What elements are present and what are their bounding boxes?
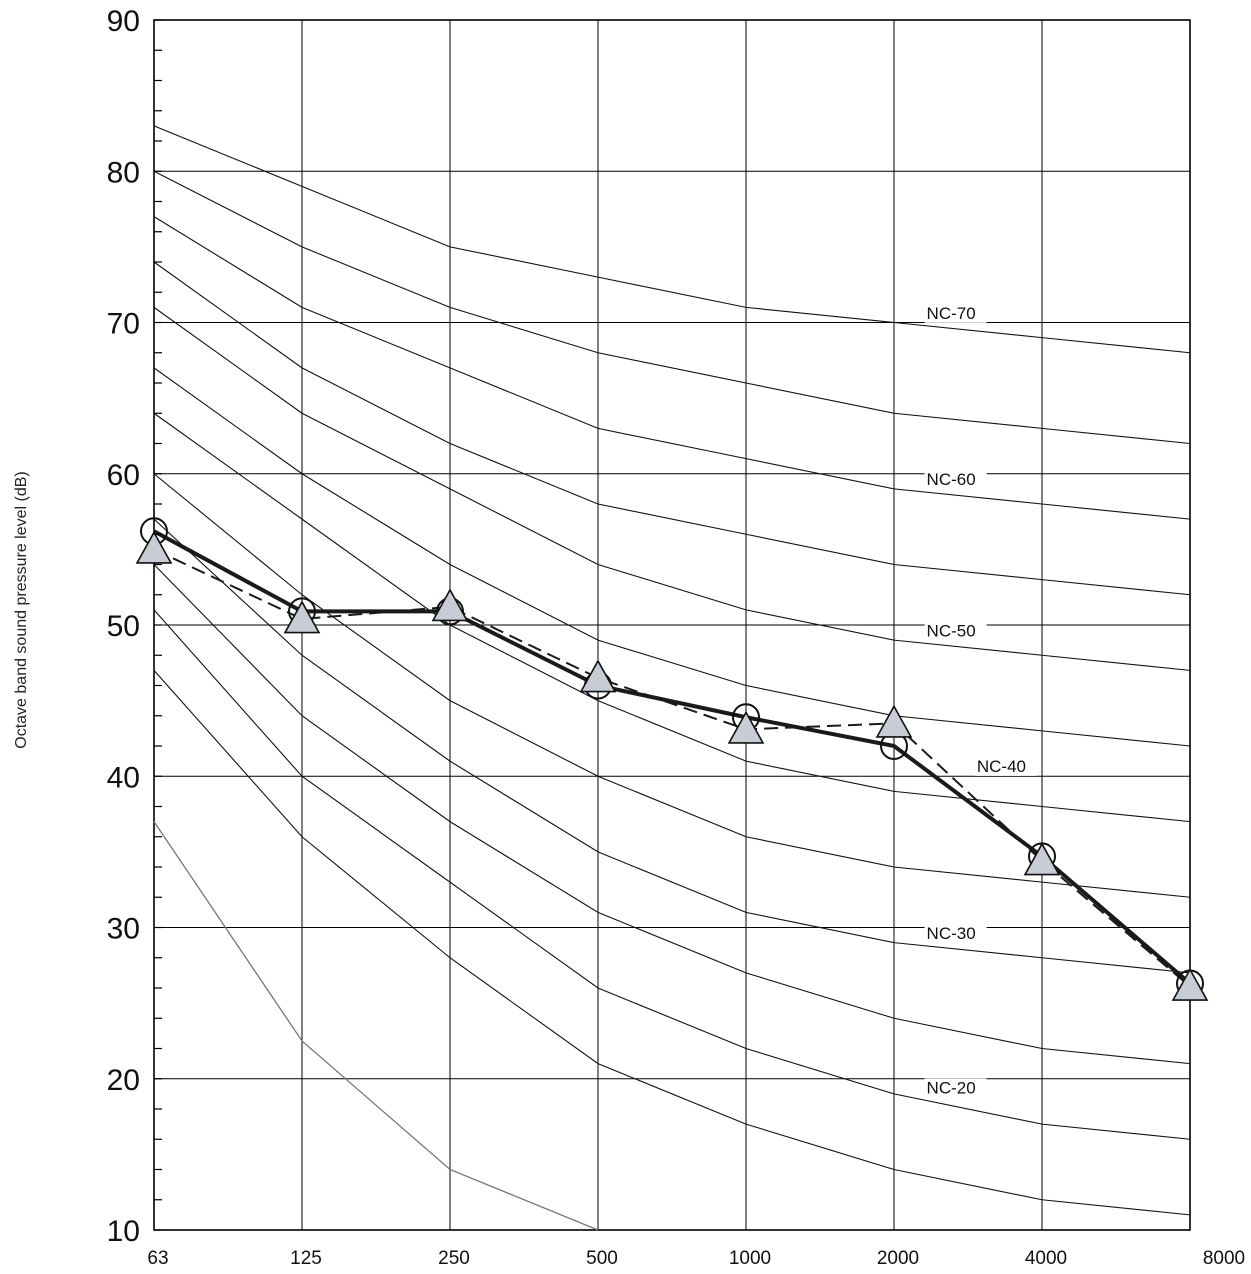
y-tick-label: 40 <box>107 761 140 794</box>
triangle-marker <box>1171 967 1209 1001</box>
nc-label-bg <box>924 1078 987 1098</box>
nc-curve <box>153 412 1191 823</box>
triangle-marker <box>875 704 913 738</box>
triangle-marker <box>283 600 321 634</box>
x-tick-label: 2000 <box>877 1248 919 1269</box>
triangle-marker <box>1023 842 1061 876</box>
nc-curve-label: NC-40 <box>977 757 1026 776</box>
nc-curve <box>153 170 1191 445</box>
y-tick-label: 60 <box>107 459 140 492</box>
nc-curve-label: NC-60 <box>927 470 976 489</box>
y-tick-label: 30 <box>107 913 140 946</box>
nc-label-bg <box>974 756 1037 776</box>
x-tick-label: 4000 <box>1025 1248 1067 1269</box>
nc-label-bg <box>924 923 987 943</box>
nc-curve-label: NC-30 <box>927 924 976 943</box>
triangle-marker <box>431 588 469 622</box>
y-tick-label: 70 <box>107 308 140 341</box>
triangle-marker <box>727 710 765 744</box>
y-tick-label: 50 <box>107 610 140 643</box>
nc-curve <box>153 261 1191 596</box>
nc-curve <box>153 125 1191 354</box>
triangle-marker <box>579 659 617 693</box>
nc-curve <box>153 306 1191 671</box>
nc-curve <box>153 367 1191 747</box>
y-axis-label: Octave band sound pressure level (dB) <box>13 471 30 748</box>
nc-label-bg <box>924 303 987 323</box>
x-tick-label: 8000 <box>1203 1248 1245 1269</box>
nc-curve <box>153 609 1191 1140</box>
y-tick-label: 20 <box>107 1064 140 1097</box>
nc-curves <box>153 125 1191 1231</box>
x-tick-label: 250 <box>438 1248 470 1269</box>
grid <box>153 19 1191 1231</box>
labels: NC-70 NC-60 NC-50 NC-40 NC-30 NC-20 <box>924 303 1037 1098</box>
x-tick-label: 500 <box>586 1248 618 1269</box>
nc-curve-label: NC-20 <box>927 1079 976 1098</box>
axis-ticks: 10 20 30 40 50 60 70 80 90 63 125 250 500 1000 2000 400… <box>107 5 1246 1269</box>
nc-curve <box>153 564 1191 1065</box>
nc-curve <box>153 670 1191 1216</box>
x-tick-label: 63 <box>147 1248 168 1269</box>
nc-label-bg <box>924 621 987 641</box>
y-tick-label: 10 <box>107 1215 140 1248</box>
nc-curve-label: NC-70 <box>927 304 976 323</box>
nc-curve <box>153 473 1191 898</box>
solid-series-line <box>153 529 1192 985</box>
x-tick-label: 1000 <box>729 1248 771 1269</box>
y-tick-label: 80 <box>107 156 140 189</box>
measured-series <box>135 517 1209 1001</box>
nc-curve <box>153 216 1191 520</box>
x-tick-label: 125 <box>290 1248 322 1269</box>
y-tick-label: 90 <box>107 5 140 38</box>
nc-curve-label: NC-50 <box>927 621 976 640</box>
threshold-curve <box>153 821 599 1231</box>
nc-curve <box>153 518 1191 974</box>
nc-label-bg <box>924 470 987 490</box>
triangle-marker <box>135 530 173 564</box>
